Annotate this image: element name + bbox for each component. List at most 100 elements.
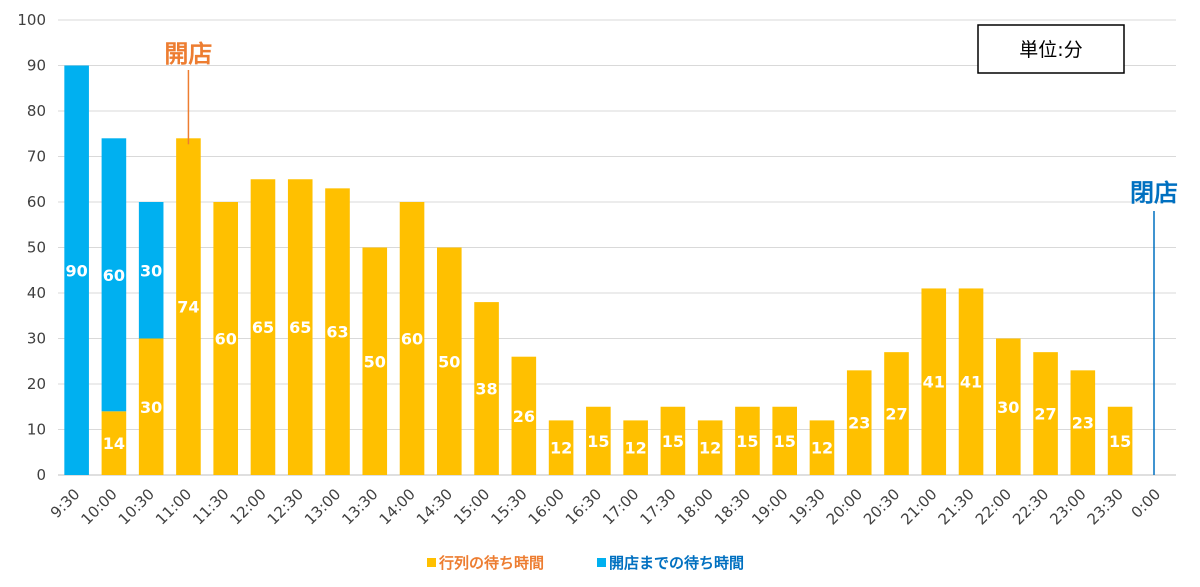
data-label-queue-15-30: 26 [513, 407, 535, 426]
data-labels: 90 14 60 30 30 74 60 65 65 63 50 60 50 38 26 12 15 12 15 12… [66, 261, 1132, 457]
bar-queue-20-30 [884, 352, 909, 475]
data-label-queue-14-30: 50 [438, 352, 460, 371]
bar-queue-15-00 [474, 302, 499, 475]
data-label-queue-13-30: 50 [364, 352, 386, 371]
data-label-queue-21-00: 41 [923, 373, 945, 392]
bar-queue-21-00 [921, 288, 947, 475]
legend-label-queue: 行列の待ち時間 [438, 554, 544, 572]
y-tick-label-80: 80 [27, 102, 46, 120]
x-tick-label-15-00: 15:00 [450, 485, 493, 528]
data-label-queue-14-00: 60 [401, 330, 423, 349]
bar-queue-11-30 [213, 202, 238, 475]
y-tick-label-40: 40 [27, 284, 46, 302]
data-label-queue-20-00: 23 [848, 414, 870, 433]
y-tick-label-0: 0 [36, 466, 46, 484]
x-tick-label-17-30: 17:30 [636, 485, 679, 528]
bar-pre-open-9-30 [64, 65, 89, 475]
data-label-queue-23-00: 23 [1072, 414, 1094, 433]
bar-queue-11-00 [176, 138, 201, 476]
bar-queue-16-30 [586, 406, 611, 475]
data-label-queue-22-30: 27 [1034, 405, 1056, 424]
x-tick-label-13-00: 13:00 [301, 485, 344, 528]
x-tick-label-13-30: 13:30 [338, 485, 381, 528]
bar-queue-23-00 [1070, 370, 1096, 475]
data-label-queue-10-30: 30 [140, 398, 162, 417]
data-label-queue-17-00: 12 [625, 439, 647, 458]
bar-queue-21-30 [958, 288, 984, 475]
data-label-queue-11-00: 74 [177, 298, 199, 317]
x-tick-label-18-00: 18:00 [674, 485, 717, 528]
data-label-queue-12-00: 65 [252, 318, 274, 337]
bar-queue-22-30 [1033, 352, 1058, 475]
y-tick-label-90: 90 [27, 57, 46, 75]
x-tick-label-21-00: 21:00 [897, 485, 940, 528]
x-tick-label-14-00: 14:00 [376, 485, 419, 528]
x-tick-label-20-30: 20:30 [860, 485, 903, 528]
x-tick-label-20-00: 20:00 [823, 485, 866, 528]
data-label-queue-12-30: 65 [289, 318, 311, 337]
x-tick-label-22-30: 22:30 [1009, 485, 1052, 528]
bar-queue-19-30 [809, 420, 835, 475]
bar-queue-12-30 [287, 179, 313, 475]
x-tick-label-19-30: 19:30 [785, 485, 828, 528]
data-label-queue-19-00: 15 [774, 432, 796, 451]
data-label-queue-23-30: 15 [1109, 432, 1131, 451]
unit-label: 単位:分 [1019, 39, 1082, 61]
bar-queue-12-00 [250, 179, 276, 475]
data-label-pre-open-10-00: 60 [103, 266, 125, 285]
bar-queue-19-00 [772, 406, 797, 475]
y-tick-label-60: 60 [27, 193, 46, 211]
legend: 行列の待ち時間 開店までの待ち時間 [427, 554, 744, 572]
data-label-pre-open-10-30: 30 [140, 261, 162, 280]
y-tick-label-100: 100 [17, 11, 46, 29]
data-label-queue-10-00: 14 [103, 434, 125, 453]
x-tick-label-12-30: 12:30 [264, 485, 307, 528]
bar-pre-open-10-00 [101, 138, 127, 412]
y-tick-label-50: 50 [27, 239, 46, 257]
x-tick-label-23-00: 23:00 [1046, 485, 1089, 528]
data-label-pre-open-9-30: 90 [66, 261, 88, 280]
x-tick-label-11-00: 11:00 [152, 485, 195, 528]
annotation-open-label: 開店 [164, 40, 212, 68]
data-label-queue-16-30: 15 [587, 432, 609, 451]
bar-queue-18-00 [697, 420, 723, 475]
x-tick-label-21-30: 21:30 [935, 485, 978, 528]
bars [64, 65, 1133, 476]
bar-queue-17-30 [660, 406, 686, 475]
data-label-queue-13-00: 63 [326, 323, 348, 342]
data-label-queue-15-00: 38 [475, 380, 497, 399]
data-label-queue-19-30: 12 [811, 439, 833, 458]
bar-queue-22-00 [996, 338, 1021, 475]
bar-queue-23-30 [1107, 406, 1133, 475]
data-label-queue-18-00: 12 [699, 439, 721, 458]
x-tick-label-19-00: 19:00 [748, 485, 791, 528]
data-label-queue-16-00: 12 [550, 439, 572, 458]
x-tick-label-11-30: 11:30 [189, 485, 232, 528]
x-tick-label-14-30: 14:30 [413, 485, 456, 528]
data-label-queue-21-30: 41 [960, 373, 982, 392]
x-tick-label-22-00: 22:00 [972, 485, 1015, 528]
data-label-queue-11-30: 60 [215, 330, 237, 349]
bar-queue-16-00 [548, 420, 574, 475]
x-tick-label-10-00: 10:00 [77, 485, 120, 528]
bar-queue-10-00 [101, 411, 127, 475]
x-axis-ticks: 9:3010:0010:3011:0011:3012:0012:3013:001… [47, 485, 1164, 528]
y-tick-label-30: 30 [27, 330, 46, 348]
bar-queue-15-30 [511, 356, 537, 475]
annotation-close-label: 閉店 [1130, 179, 1178, 207]
x-tick-label-16-00: 16:00 [525, 485, 568, 528]
y-tick-label-20: 20 [27, 375, 46, 393]
x-tick-label-23-30: 23:30 [1084, 485, 1127, 528]
bar-queue-14-00 [399, 202, 425, 475]
x-tick-label-15-30: 15:30 [487, 485, 530, 528]
legend-swatch-pre-open [597, 558, 606, 567]
y-tick-label-70: 70 [27, 148, 46, 166]
bar-queue-13-30 [362, 247, 388, 475]
x-tick-label-16-30: 16:30 [562, 485, 605, 528]
bar-queue-13-00 [325, 188, 350, 475]
y-axis-ticks: 0 10 20 30 40 50 60 70 80 90 100 [17, 11, 46, 484]
y-tick-label-10: 10 [27, 421, 46, 439]
